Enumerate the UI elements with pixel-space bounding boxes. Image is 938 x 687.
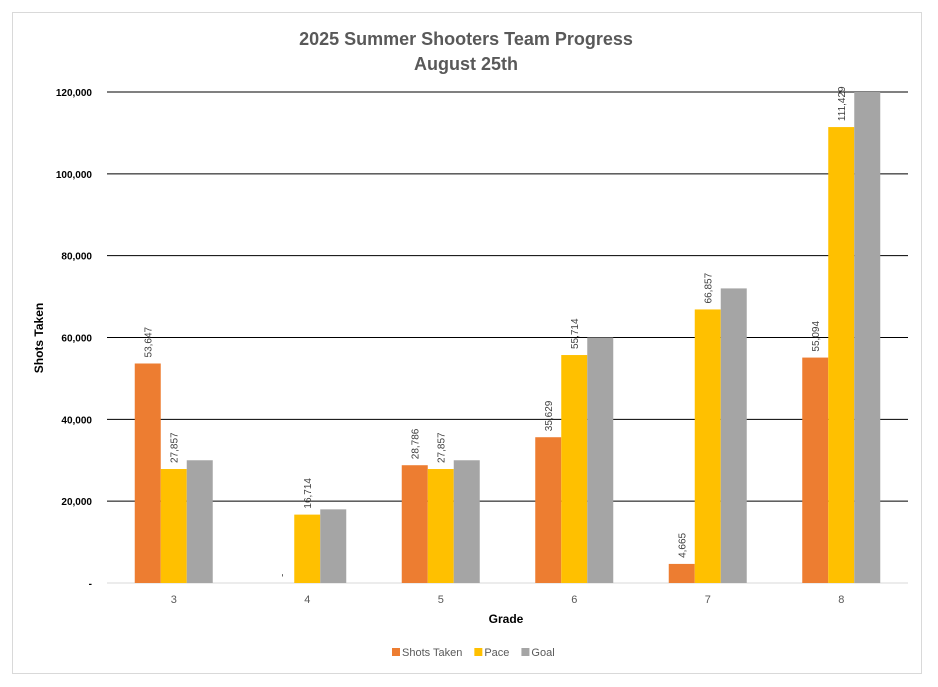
data-label: - [277, 574, 288, 577]
bars [134, 92, 881, 583]
data-label: 111,429 [837, 86, 848, 121]
legend-label: Pace [484, 647, 509, 659]
legend-swatch [474, 648, 483, 656]
bar-pace [561, 355, 588, 583]
legend-swatch [392, 648, 400, 656]
y-axis-ticks: - 20,000 40,000 60,000 80,000 100,000 120,000 [56, 88, 93, 590]
y-tick-label: 120,000 [56, 88, 93, 99]
data-labels: 53,647 27,857 - 16,714 28,786 27,857 35,629 55,… [144, 86, 849, 577]
data-label: 27,857 [437, 432, 448, 463]
data-label: 66,857 [704, 272, 715, 303]
bar-shots-taken [535, 437, 562, 583]
chart-subtitle: August 25th [414, 54, 518, 74]
gridlines [107, 91, 908, 584]
bar-goal [854, 92, 881, 583]
x-tick-label: 5 [438, 594, 444, 606]
y-tick-label: 40,000 [61, 415, 92, 426]
data-label: 27,857 [170, 432, 181, 463]
bar-goal [720, 288, 747, 583]
x-tick-label: 7 [705, 594, 711, 606]
chart-title: 2025 Summer Shooters Team Progress [299, 29, 633, 49]
bar-pace [828, 127, 855, 583]
x-tick-label: 4 [304, 594, 310, 606]
x-axis-ticks: 3 4 5 6 7 8 [171, 594, 845, 606]
data-label: 53,647 [144, 326, 155, 357]
bar-shots-taken [134, 363, 161, 583]
legend-label: Goal [531, 647, 554, 659]
y-tick-label: 20,000 [61, 497, 92, 508]
data-label: 35,629 [544, 400, 555, 431]
bar-pace [694, 309, 721, 583]
bar-pace [160, 469, 187, 583]
y-tick-label: 60,000 [61, 334, 92, 345]
data-label: 55,714 [570, 318, 581, 349]
data-label: 55,094 [811, 321, 822, 352]
bar-shots-taken [401, 465, 428, 583]
legend: Shots Taken Pace Goal [392, 647, 555, 659]
bar-goal [320, 509, 347, 583]
bar-pace [427, 469, 454, 583]
legend-swatch [521, 648, 530, 656]
bar-goal [587, 337, 614, 583]
y-axis-title: Shots Taken [32, 303, 46, 373]
x-tick-label: 3 [171, 594, 177, 606]
x-tick-label: 6 [571, 594, 577, 606]
bar-shots-taken [668, 563, 695, 583]
y-tick-label: 100,000 [56, 170, 93, 181]
x-axis-title: Grade [489, 612, 524, 626]
bar-goal [186, 460, 213, 583]
y-tick-label: 80,000 [61, 252, 92, 263]
data-label: 16,714 [303, 478, 314, 509]
bar-pace [294, 514, 321, 583]
bar-shots-taken [802, 357, 829, 583]
legend-label: Shots Taken [402, 647, 462, 659]
bar-goal [453, 460, 480, 583]
data-label: 28,786 [411, 428, 422, 459]
data-label: 4,665 [678, 532, 689, 557]
y-tick-label: - [89, 579, 92, 590]
x-tick-label: 8 [838, 594, 844, 606]
